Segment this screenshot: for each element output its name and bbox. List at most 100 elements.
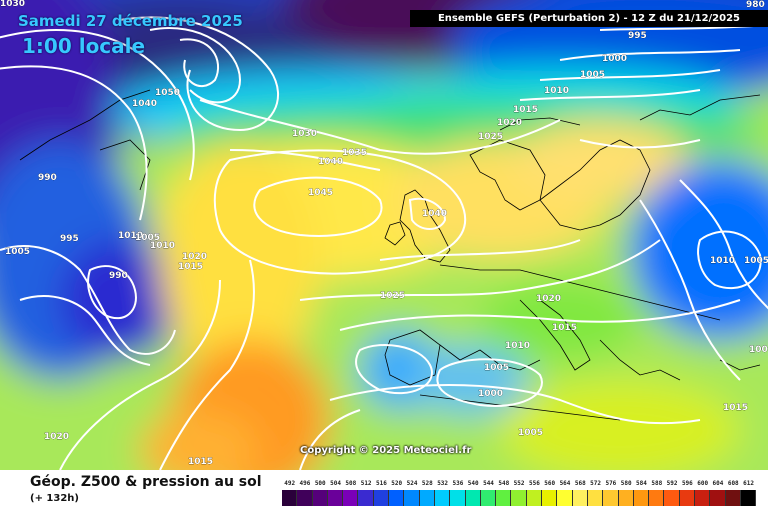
forecast-lead: (+ 132h) (30, 493, 79, 504)
forecast-date: Samedi 27 décembre 2025 (18, 12, 243, 30)
scale-label: 556 (528, 480, 540, 487)
scale-swatch (434, 490, 451, 506)
isobar-label: 1005 (744, 256, 768, 266)
scale-label: 508 (345, 480, 357, 487)
isobar-labels: 1030 995 1000 1005 1010 1015 1020 1025 1… (0, 0, 768, 467)
scale-label: 612 (743, 480, 754, 487)
scale-swatch (343, 490, 359, 506)
scale-swatch (465, 490, 481, 506)
scale-swatch (633, 490, 650, 506)
isobar-label: 1015 (178, 262, 203, 272)
scale-swatch (282, 490, 298, 506)
isobar-label: 1040 (422, 209, 447, 219)
isobar-label: 1020 (497, 118, 522, 128)
isobar-label: 1010 (150, 241, 175, 251)
isobar-label: 1050 (155, 88, 180, 98)
geopotential-field (0, 0, 768, 470)
isobar-label: 1020 (182, 252, 207, 262)
isobar-label: 1040 (318, 157, 343, 167)
scale-label: 548 (498, 480, 510, 487)
scale-swatch (618, 490, 634, 506)
scale-label: 608 (727, 480, 739, 487)
scale-swatch (496, 490, 512, 506)
scale-swatch (373, 490, 390, 506)
isobar-label: 995 (60, 234, 79, 244)
isobar-label: 1000 (602, 54, 627, 64)
scale-label: 580 (620, 480, 632, 487)
scale-swatch (419, 490, 435, 506)
isobar-label: 1005 (518, 428, 543, 438)
scale-swatch (603, 490, 619, 506)
isobar-label: 1010 (118, 231, 143, 241)
isobar-label: 1035 (342, 148, 367, 158)
scale-swatch (679, 490, 696, 506)
isobar-label: 990 (109, 271, 128, 281)
scale-label: 540 (467, 480, 479, 487)
isobar-label: 1015 (552, 323, 577, 333)
scale-label: 572 (590, 480, 601, 487)
scale-label: 492 (284, 480, 296, 487)
scale-label: 516 (376, 480, 387, 487)
isobar-label: 990 (38, 173, 57, 183)
scale-swatch (710, 490, 726, 506)
scale-label: 504 (330, 480, 341, 487)
isobar-label: 1020 (536, 294, 561, 304)
isobar-label: 980 (746, 0, 765, 10)
copyright-notice: Copyright © 2025 Meteociel.fr (300, 445, 472, 456)
scale-label: 576 (605, 480, 617, 487)
scale-label: 496 (299, 480, 311, 487)
map-canvas: 1030 995 1000 1005 1010 1015 1020 1025 1… (0, 0, 768, 470)
scale-label: 564 (559, 480, 571, 487)
scale-label: 604 (712, 480, 724, 487)
scale-swatch (511, 490, 527, 506)
isobar-label: 1005 (135, 233, 160, 243)
scale-labels: 492 496 500 504 508 512 516 520 524 528 532 536 540 5… (282, 480, 756, 490)
scale-swatch (587, 490, 604, 506)
isobar-label: 1005 (580, 70, 605, 80)
scale-swatch (740, 490, 757, 506)
isobar-label: 1010 (710, 256, 735, 266)
scale-swatch (312, 490, 328, 506)
scale-swatch (480, 490, 497, 506)
isobar-label: 1025 (380, 291, 405, 301)
isobar-label: 1025 (478, 132, 503, 142)
scale-swatch (526, 490, 543, 506)
scale-swatch (358, 490, 374, 506)
color-scale (282, 490, 757, 506)
scale-swatch (450, 490, 466, 506)
scale-swatch (297, 490, 313, 506)
isobar-label: 1010 (544, 86, 569, 96)
scale-label: 568 (574, 480, 586, 487)
scale-swatch (389, 490, 405, 506)
scale-label: 532 (437, 480, 449, 487)
isobar-label: 1030 (0, 0, 25, 9)
scale-label: 592 (666, 480, 678, 487)
scale-label: 512 (360, 480, 372, 487)
isobar-label: 1015 (188, 457, 213, 467)
scale-swatch (404, 490, 420, 506)
forecast-time: 1:00 locale (22, 34, 146, 58)
isobars (0, 16, 768, 470)
scale-label: 524 (406, 480, 418, 487)
scale-swatch (725, 490, 741, 506)
scale-swatch (542, 490, 558, 506)
isobar-label: 1015 (723, 403, 748, 413)
scale-swatch (664, 490, 680, 506)
scale-label: 536 (452, 480, 464, 487)
scale-swatch (572, 490, 588, 506)
isobar-label: 995 (628, 31, 647, 41)
scale-label: 520 (391, 480, 403, 487)
scale-label: 544 (483, 480, 494, 487)
map-title: Géop. Z500 & pression au sol (30, 474, 262, 490)
weather-map: 1030 995 1000 1005 1010 1015 1020 1025 1… (0, 0, 768, 470)
scale-label: 584 (636, 480, 647, 487)
scale-label: 528 (421, 480, 433, 487)
isobar-label: 100 (749, 345, 768, 355)
scale-swatch (695, 490, 711, 506)
scale-label: 600 (697, 480, 709, 487)
map-footer: Géop. Z500 & pression au sol (+ 132h) 49… (0, 470, 768, 512)
scale-label: 552 (513, 480, 525, 487)
isobar-label: 1045 (308, 188, 333, 198)
isobar-label: 1005 (484, 363, 509, 373)
scale-label: 560 (544, 480, 556, 487)
